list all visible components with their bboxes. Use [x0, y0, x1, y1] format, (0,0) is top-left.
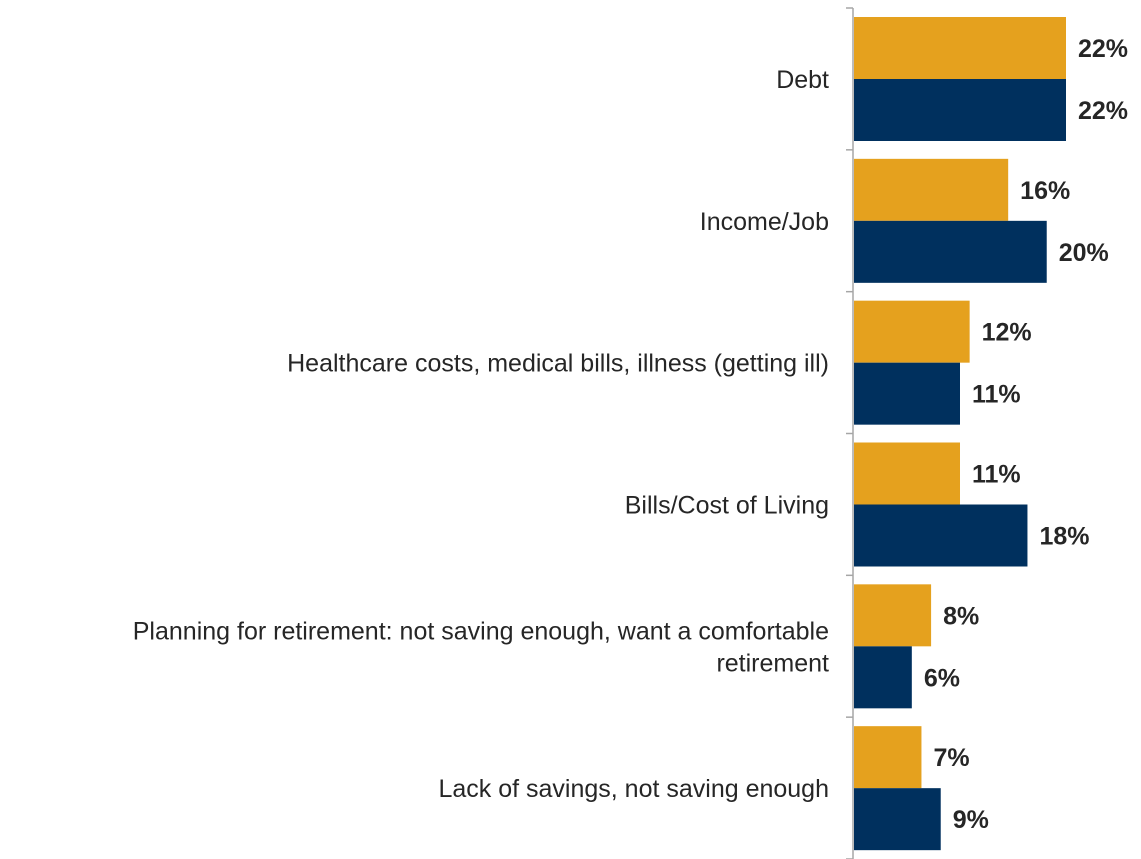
bar-series1: [854, 584, 932, 647]
category-label: Planning for retirement: not saving enou…: [133, 617, 829, 677]
data-label: 11%: [972, 381, 1021, 409]
bar-series1: [854, 17, 1066, 79]
data-label: 9%: [953, 806, 989, 834]
bar-series1: [854, 442, 960, 505]
data-label: 8%: [943, 602, 979, 630]
data-label: 18%: [1039, 523, 1089, 551]
category-label: Debt: [776, 66, 829, 94]
data-label: 22%: [1078, 97, 1128, 125]
labels-layer: 22% 22% Debt 16% 20% Income/Job 12% 11% Healthca…: [133, 35, 1128, 834]
bar-series1: [854, 158, 1009, 221]
category-label: Bills/Cost of Living: [625, 492, 829, 520]
bar-series2: [854, 788, 941, 851]
data-label: 20%: [1059, 239, 1109, 267]
bars-layer: [854, 17, 1066, 851]
bar-series2: [854, 220, 1047, 283]
data-label: 12%: [982, 319, 1032, 347]
bar-series2: [854, 79, 1066, 141]
bar-series1: [854, 300, 970, 363]
data-label: 22%: [1078, 35, 1128, 63]
category-axis: [846, 7, 854, 859]
category-label: Healthcare costs, medical bills, illness…: [287, 350, 829, 378]
category-label: Lack of savings, not saving enough: [438, 775, 829, 803]
bar-series2: [854, 362, 960, 425]
data-label: 6%: [924, 664, 960, 692]
data-label: 7%: [933, 744, 969, 772]
bar-series2: [854, 504, 1028, 567]
bar-series2: [854, 646, 912, 709]
category-label: Income/Job: [700, 208, 829, 236]
data-label: 11%: [972, 461, 1021, 489]
bar-series1: [854, 726, 922, 789]
data-label: 16%: [1020, 177, 1070, 205]
